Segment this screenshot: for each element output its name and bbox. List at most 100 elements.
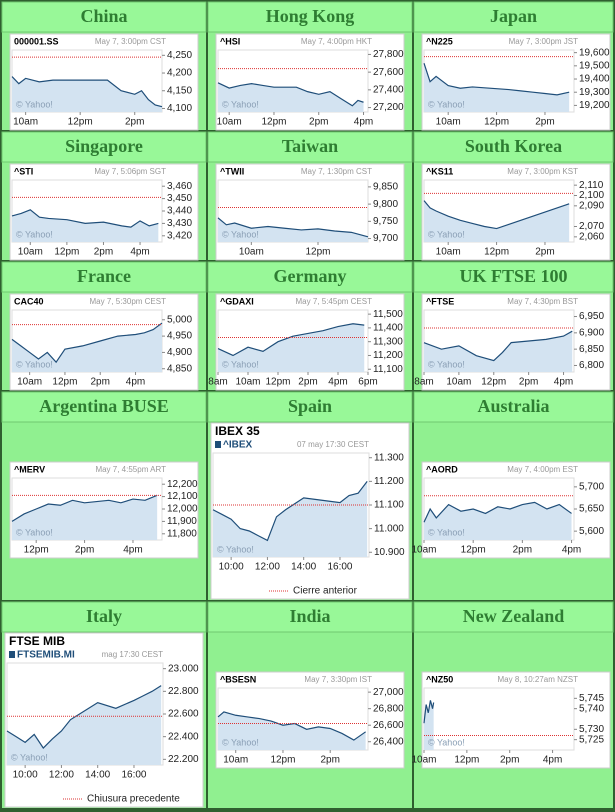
cell-header	[207, 131, 413, 163]
cell-title: Singapore	[65, 136, 143, 156]
chart: IBEX 35 ^IBEX 07 may 17:30 CEST 10.900 11.00…	[210, 422, 410, 600]
cell-header	[1, 391, 207, 423]
y-tick-label: 19,300	[579, 87, 610, 98]
timestamp: May 7, 5:30pm CEST	[90, 297, 167, 306]
y-tick-label: 2,110	[579, 180, 604, 191]
y-tick-label: 9,750	[373, 216, 398, 227]
price-line	[423, 63, 570, 96]
y-tick-label: 4,150	[167, 85, 192, 96]
y-tick-label: 5,725	[579, 734, 604, 745]
timestamp: May 7, 3:00pm CST	[95, 37, 166, 46]
price-line	[11, 322, 163, 364]
watermark: © Yahoo!	[428, 527, 465, 537]
y-tick-label: 3,450	[167, 193, 192, 204]
y-tick-label: 4,200	[167, 68, 192, 79]
x-tick-label: 12pm	[24, 545, 49, 556]
x-tick-label: 2pm	[91, 377, 110, 388]
chart: ^FTSE May 7, 4:30pm BST 6,800 6,850 6,900 6,9…	[414, 293, 611, 391]
watermark: © Yahoo!	[222, 99, 259, 109]
watermark: © Yahoo!	[11, 752, 48, 762]
cell-title: Australia	[478, 396, 550, 416]
x-tick-label: 2pm	[500, 755, 519, 766]
x-tick-label: 10am	[217, 117, 242, 128]
x-tick-label: 16:00	[327, 562, 352, 573]
x-tick-label: 2pm	[94, 247, 113, 258]
x-tick-label: 2pm	[309, 117, 328, 128]
x-tick-label: 4pm	[562, 545, 581, 556]
y-tick-label: 22.200	[168, 754, 199, 765]
market-cell: India ^BSESN May 7, 3:30pm IST 26,400 26,600…	[207, 601, 413, 808]
y-tick-label: 11,500	[373, 309, 403, 320]
chart: ^MERV May 7, 4:55pm ART 11,80011,90012,000…	[9, 461, 199, 559]
cell-title: UK FTSE 100	[459, 266, 567, 286]
legend-label: Chiusura precedente	[87, 794, 180, 805]
y-tick-label: 11,400	[373, 323, 403, 334]
x-tick-label: 2pm	[298, 377, 317, 388]
chart-heading: FTSE MIB	[9, 634, 65, 648]
x-tick-label: 10am	[436, 247, 461, 258]
x-tick-label: 4pm	[328, 377, 347, 388]
area-fill	[12, 76, 162, 112]
price-line	[217, 82, 364, 107]
cell-header	[207, 601, 413, 633]
x-tick-label: 10:00	[13, 770, 38, 781]
x-tick-label: 12pm	[454, 755, 479, 766]
x-tick-label: 10am	[18, 247, 43, 258]
plot-area	[423, 687, 575, 751]
area-fill	[218, 711, 366, 750]
cell-header	[413, 1, 614, 33]
x-tick-label: 12pm	[484, 117, 509, 128]
x-tick-label: 10am	[17, 377, 42, 388]
market-cell: France CAC40 May 7, 5:30pm CEST 4,850 4,900 4…	[1, 261, 207, 391]
x-tick-label: 14:00	[291, 562, 316, 573]
x-tick-label: 12:00	[49, 770, 74, 781]
cell-header	[207, 391, 413, 423]
area-fill	[12, 209, 159, 242]
y-tick-label: 27,400	[373, 84, 404, 95]
chart: ^N225 May 7, 3:00pm JST 19,200 19,300 19,400…	[421, 33, 611, 131]
market-cell: Germany ^GDAXI May 7, 5:45pm CEST 11,100 11,…	[207, 261, 413, 391]
price-line	[212, 480, 368, 542]
watermark: © Yahoo!	[16, 527, 53, 537]
x-tick-label: 4pm	[130, 247, 149, 258]
chart: ^TWII May 7, 1:30pm CST 9,700 9,750 9,800 9,8…	[215, 163, 405, 261]
price-line	[423, 700, 435, 724]
chart: ^KS11 May 7, 3:00pm KST2,0602,0702,0902,1…	[421, 163, 611, 261]
y-tick-label: 4,900	[167, 347, 192, 358]
y-tick-label: 6,950	[579, 311, 604, 322]
market-cell: Italy FTSE MIB FTSEMIB.MI mag 17:30 CEST 22.…	[1, 601, 207, 808]
market-cell: Australia ^AORD May 7, 4:00pm EST 5,600 5,65…	[411, 391, 614, 600]
market-cell: Taiwan ^TWII May 7, 1:30pm CST 9,700 9,750 9,…	[207, 131, 413, 261]
y-tick-label: 5,745	[579, 693, 604, 704]
y-tick-label: 3,440	[167, 206, 192, 217]
x-tick-label: 12pm	[52, 377, 77, 388]
y-tick-label: 4,100	[167, 103, 192, 114]
y-tick-label: 19,500	[579, 60, 610, 71]
x-tick-label: 10am	[446, 377, 471, 388]
area-fill	[218, 82, 364, 112]
market-cell: Hong Kong ^HSI May 7, 4:00pm HKT 27,200 27,4…	[207, 1, 413, 131]
y-tick-label: 19,400	[579, 74, 610, 85]
chart: ^GDAXI May 7, 5:45pm CEST 11,100 11,200 11,3…	[208, 293, 405, 391]
y-tick-label: 5,600	[579, 526, 604, 537]
y-tick-label: 2,100	[579, 190, 604, 201]
cell-title: New Zealand	[463, 606, 565, 626]
chart: ^HSI May 7, 4:00pm HKT 27,200 27,400 27,600 2…	[215, 33, 405, 131]
cell-title: Hong Kong	[266, 6, 355, 26]
area-fill	[424, 200, 570, 242]
x-tick-label: 12pm	[461, 545, 486, 556]
cell-title: Taiwan	[282, 136, 338, 156]
x-tick-label: 10am	[13, 117, 38, 128]
x-tick-label: 10am	[411, 545, 436, 556]
y-tick-label: 11,900	[167, 516, 197, 527]
ticker: ^GDAXI	[220, 296, 254, 306]
timestamp: May 7, 1:30pm CST	[301, 167, 372, 176]
price-line	[217, 711, 366, 741]
x-tick-label: 4pm	[543, 755, 562, 766]
price-line	[11, 76, 163, 108]
market-cell: Singapore ^STI May 7, 5:06pm SGT 3,4203,430…	[1, 131, 207, 261]
y-tick-label: 3,460	[167, 181, 192, 192]
price-line	[11, 209, 159, 228]
watermark: © Yahoo!	[428, 229, 465, 239]
y-tick-label: 11.100	[374, 500, 404, 511]
